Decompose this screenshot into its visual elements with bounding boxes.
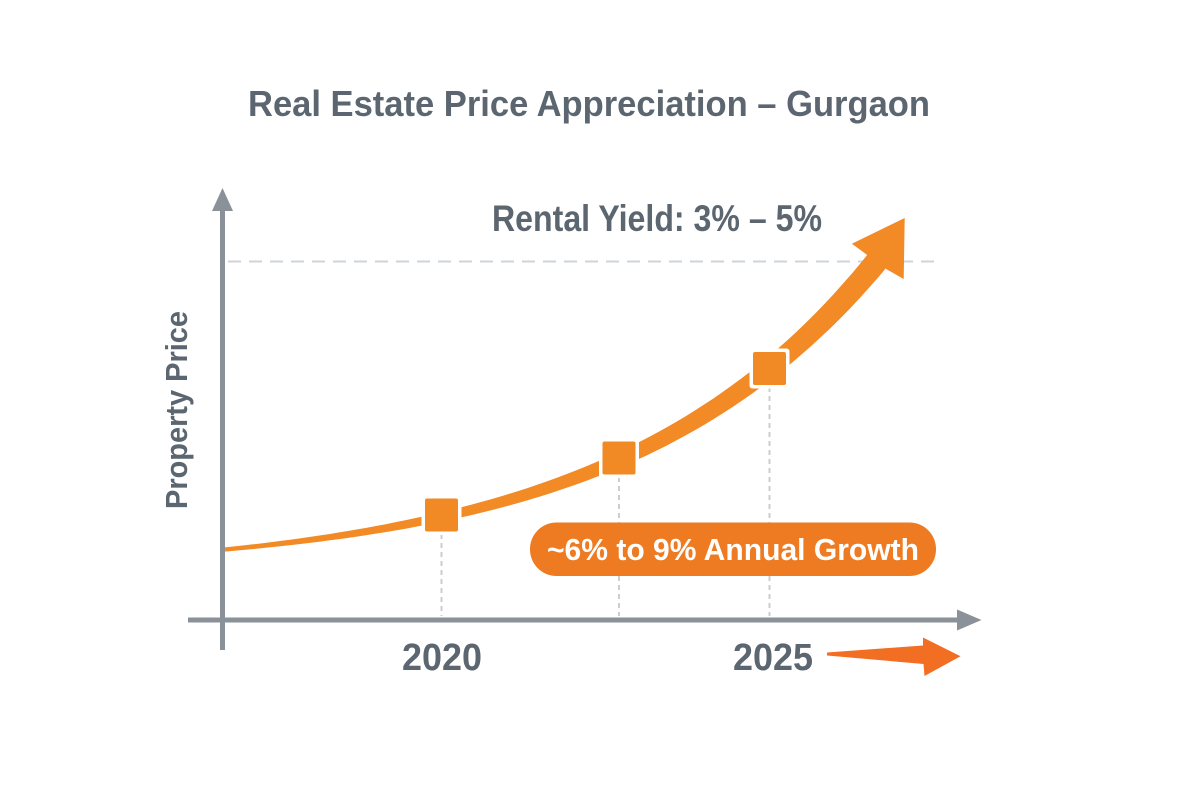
svg-text:2020: 2020 [402, 637, 482, 679]
svg-text:2025: 2025 [733, 637, 813, 679]
svg-text:Property Price: Property Price [159, 311, 194, 509]
svg-text:Real Estate Price Appreciation: Real Estate Price Appreciation – Gurgaon [248, 83, 930, 124]
svg-text:~6% to 9% Annual Growth: ~6% to 9% Annual Growth [547, 532, 919, 567]
svg-text:Rental Yield: 3% – 5%: Rental Yield: 3% – 5% [492, 198, 822, 239]
